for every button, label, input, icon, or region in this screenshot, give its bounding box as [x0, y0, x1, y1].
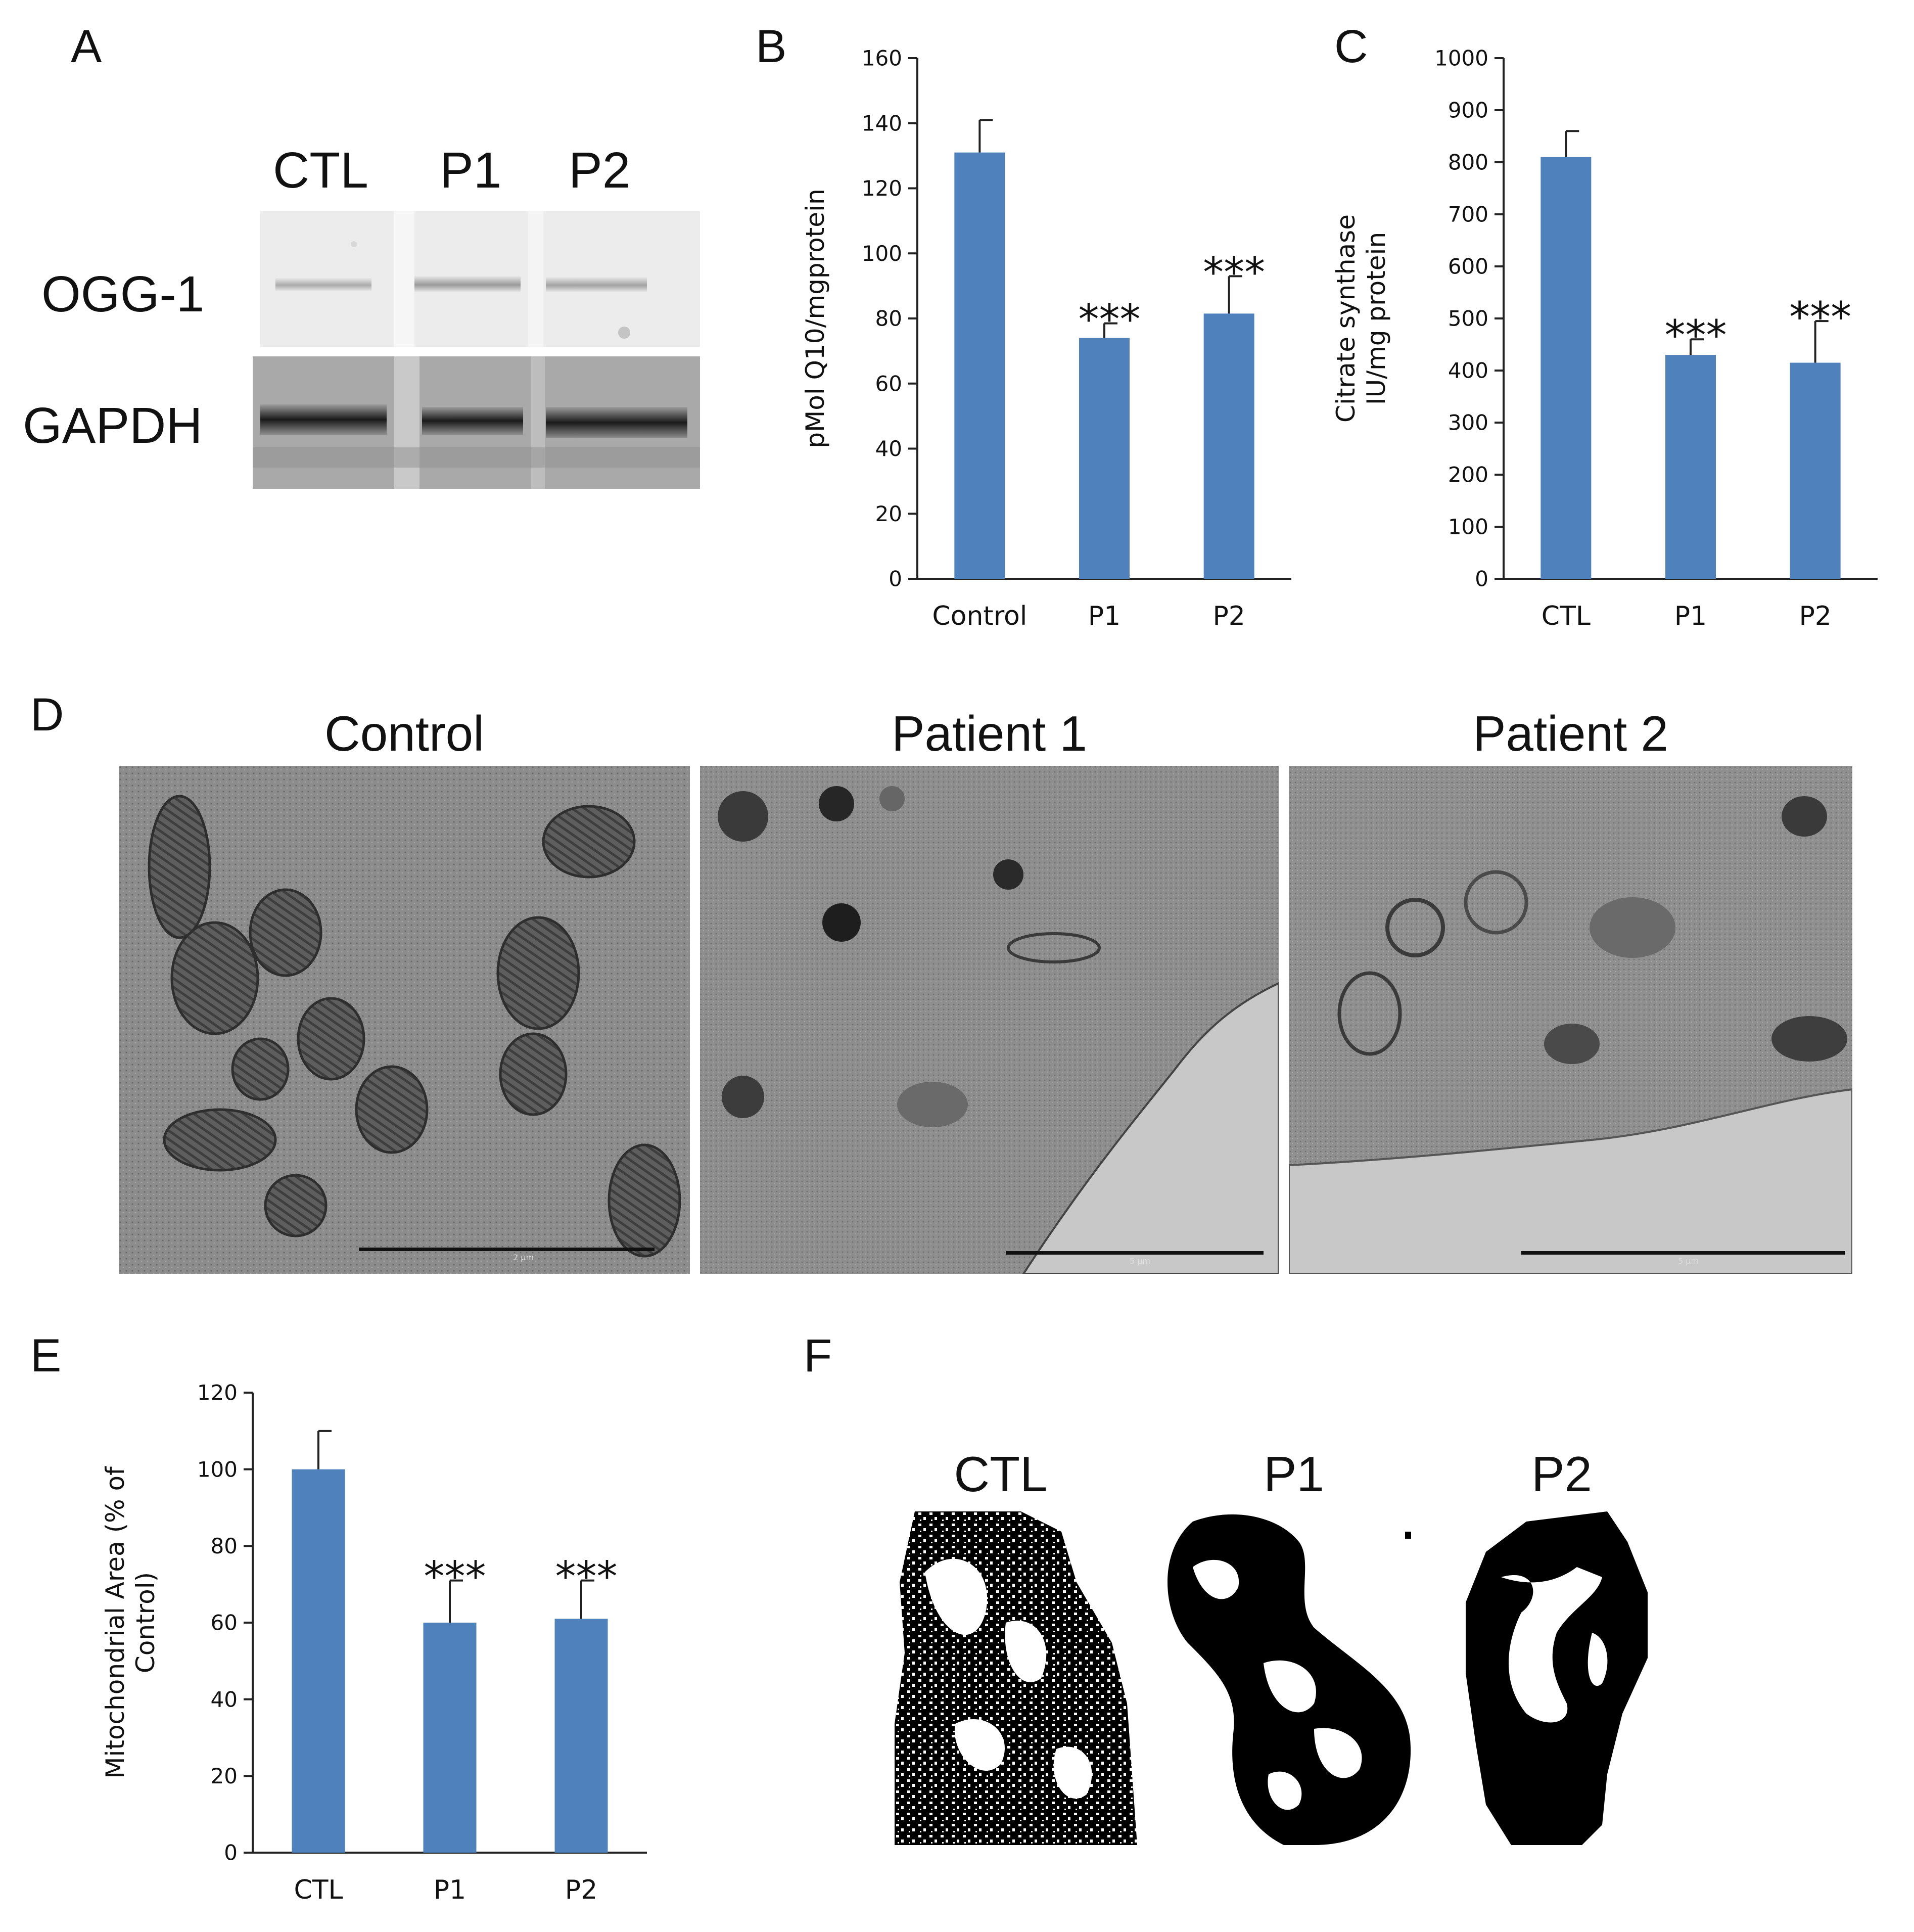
y-tick-label: 40 — [211, 1687, 238, 1712]
bar-p2 — [1203, 313, 1254, 579]
y-tick-label: 40 — [875, 436, 902, 461]
y-tick-label: 800 — [1448, 150, 1488, 175]
y-tick-label: 140 — [862, 111, 902, 135]
significance-stars-p2: *** — [555, 1553, 618, 1601]
bar-ctl — [292, 1469, 345, 1853]
significance-stars-p1: *** — [424, 1553, 486, 1601]
bar-p1 — [1665, 355, 1716, 579]
chart-e: 0 20 40 60 80 100 120 CTL P1 *** P2 *** Mitochondria… — [101, 1381, 647, 1905]
panel-b-letter: B — [756, 21, 787, 72]
y-axis-label: Citrate synthase — [1331, 214, 1361, 423]
y-tick-label: 120 — [862, 176, 902, 201]
panel-f-letter: F — [804, 1330, 832, 1382]
seg-image-p2 — [1466, 1511, 1648, 1845]
y-tick-label: 20 — [875, 501, 902, 526]
y-axis-label: IU/mg protein — [1362, 232, 1391, 405]
y-tick-label: 20 — [211, 1764, 238, 1788]
y-axis-label: pMol Q10/mgprotein — [801, 189, 830, 448]
x-tick-label-p2: P2 — [1799, 601, 1831, 631]
x-tick-label-p1: P1 — [1088, 601, 1121, 631]
bar-control — [954, 152, 1005, 579]
scalebar-label-patient2: 5 µm — [1678, 1256, 1699, 1266]
y-tick-label: 900 — [1448, 98, 1488, 123]
y-tick-label: 1000 — [1434, 46, 1488, 71]
gapdh-blot-image — [253, 356, 700, 489]
y-tick-label: 160 — [862, 46, 902, 71]
y-tick-label: 0 — [1475, 567, 1488, 591]
em-title-control: Control — [324, 706, 484, 761]
bar-p1 — [1079, 338, 1130, 579]
x-tick-label-ctl: CTL — [294, 1875, 343, 1905]
em-image-patient1: 5 µm — [700, 766, 1279, 1274]
em-title-patient2: Patient 2 — [1473, 706, 1668, 761]
y-tick-label: 80 — [211, 1534, 238, 1558]
y-tick-label: 60 — [875, 371, 902, 396]
y-axis-label: Mitochondrial Area (% of — [101, 1466, 130, 1779]
em-image-control: 2 µm — [119, 766, 690, 1274]
bar-ctl — [1540, 157, 1592, 579]
ogg1-blot-image — [260, 211, 700, 347]
row-label-ogg1: OGG-1 — [41, 266, 205, 323]
y-tick-label: 300 — [1448, 410, 1488, 435]
significance-stars-p1: *** — [1079, 296, 1141, 344]
x-tick-label-ctl: CTL — [1542, 601, 1591, 631]
y-tick-label: 0 — [889, 567, 902, 591]
lane-label-p1: P1 — [440, 142, 502, 199]
bar-p2 — [554, 1619, 608, 1853]
y-tick-label: 100 — [1448, 515, 1488, 539]
x-tick-label-control: Control — [932, 601, 1027, 631]
y-axis-label: Control) — [131, 1572, 160, 1673]
y-tick-label: 60 — [211, 1611, 238, 1635]
panel-a-letter: A — [71, 21, 102, 72]
significance-stars-p2: *** — [1789, 294, 1851, 342]
em-image-patient2: 5 µm — [1289, 766, 1852, 1274]
seg-image-p1 — [1168, 1514, 1411, 1845]
chart-c: 0 100 200 300 400 500 600 700 800 900 1000 CTL P1 ***… — [1331, 46, 1878, 631]
chart-b: 0 20 40 60 80 100 120 140 160 Control P1 *** P2 *** pM… — [801, 46, 1291, 631]
y-tick-label: 400 — [1448, 358, 1488, 383]
y-tick-label: 100 — [197, 1457, 238, 1482]
seg-title-p2: P2 — [1531, 1446, 1592, 1502]
bar-p2 — [1790, 362, 1841, 579]
significance-stars-p2: *** — [1203, 249, 1265, 297]
panel-d-letter: D — [30, 689, 64, 741]
scalebar-label-control: 2 µm — [513, 1253, 534, 1262]
y-tick-label: 0 — [224, 1841, 238, 1865]
row-label-gapdh: GAPDH — [23, 397, 203, 454]
y-tick-label: 120 — [197, 1381, 238, 1405]
y-tick-label: 700 — [1448, 202, 1488, 227]
y-tick-label: 100 — [862, 241, 902, 266]
x-tick-label-p2: P2 — [565, 1875, 597, 1905]
panel-e-letter: E — [30, 1330, 62, 1382]
seg-title-p1: P1 — [1264, 1446, 1324, 1502]
y-tick-label: 200 — [1448, 463, 1488, 487]
bar-p1 — [423, 1623, 477, 1853]
lane-label-p2: P2 — [569, 142, 631, 199]
significance-stars-p1: *** — [1665, 312, 1727, 360]
x-tick-label-p1: P1 — [1674, 601, 1707, 631]
em-title-patient1: Patient 1 — [892, 706, 1087, 761]
scalebar-label-patient1: 5 µm — [1130, 1256, 1150, 1266]
seg-image-ctl — [895, 1511, 1137, 1845]
panel-c-letter: C — [1334, 21, 1368, 72]
y-tick-label: 600 — [1448, 254, 1488, 279]
lane-label-ctl: CTL — [273, 142, 368, 199]
seg-title-ctl: CTL — [954, 1446, 1048, 1502]
y-tick-label: 80 — [875, 306, 902, 331]
y-tick-label: 500 — [1448, 306, 1488, 331]
x-tick-label-p2: P2 — [1212, 601, 1245, 631]
x-tick-label-p1: P1 — [434, 1875, 466, 1905]
